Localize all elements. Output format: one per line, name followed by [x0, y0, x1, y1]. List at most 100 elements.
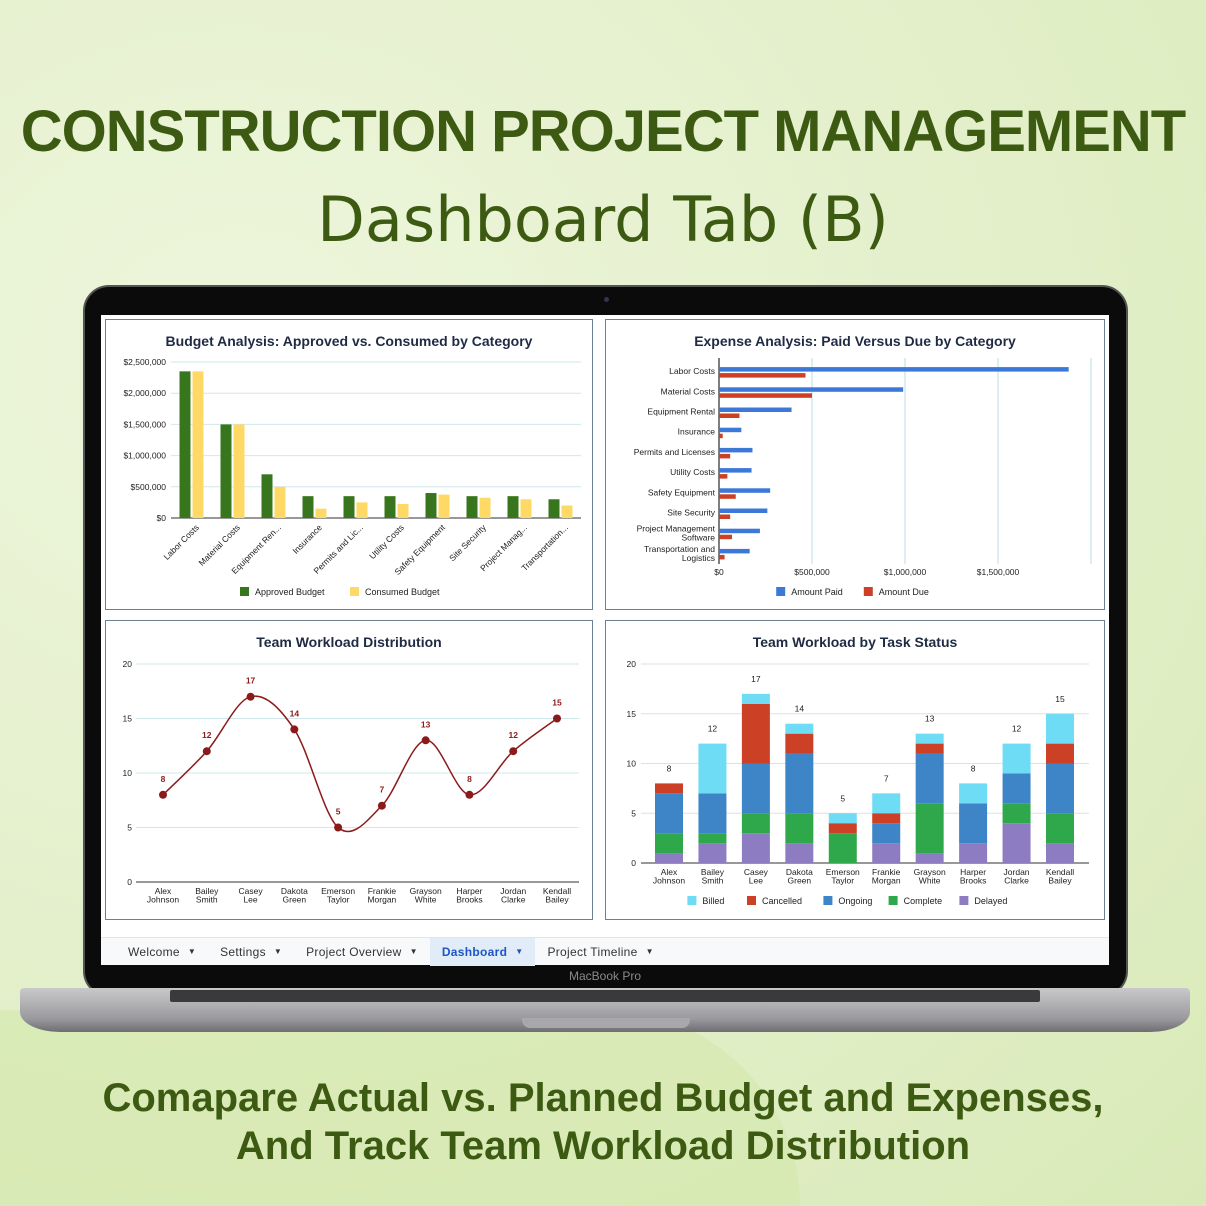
y-tick-label: Material Costs	[661, 386, 715, 396]
x-tick-label: Alex Johnson	[147, 886, 179, 905]
bar-segment-delayed	[698, 843, 727, 863]
x-tick-label: Harper Brooks	[960, 867, 986, 886]
bar-segment-delayed	[655, 853, 683, 863]
tab-dashboard[interactable]: Dashboard ▼	[429, 937, 536, 966]
page-subtitle: Dashboard Tab (B)	[317, 183, 889, 256]
legend-swatch	[747, 896, 756, 905]
y-tick-label: 20	[123, 659, 133, 669]
legend-label: Ongoing	[838, 896, 872, 906]
y-tick-label: 5	[631, 808, 636, 818]
y-tick-label: 0	[631, 858, 636, 868]
bar-segment-cancelled	[741, 703, 770, 764]
chart-title: Team Workload Distribution	[256, 634, 442, 650]
background-wave	[0, 1010, 800, 1206]
tab-project-timeline[interactable]: Project Timeline ▼	[535, 938, 665, 966]
legend-label: Complete	[904, 896, 943, 906]
legend-swatch	[240, 587, 249, 596]
legend-label: Cancelled	[762, 896, 802, 906]
bar-paid	[719, 548, 750, 554]
camera-icon	[604, 297, 609, 302]
tab-label: Welcome	[128, 944, 180, 959]
bar-consumed	[274, 486, 286, 518]
bar-consumed	[520, 499, 532, 518]
bar-segment-billed	[741, 693, 770, 704]
bar-segment-ongoing	[785, 753, 814, 814]
bar-segment-billed	[828, 813, 857, 824]
total-label: 13	[925, 714, 935, 724]
x-tick-label: Frankie Morgan	[872, 867, 901, 886]
bar-segment-ongoing	[915, 753, 944, 804]
bar-segment-delayed	[959, 843, 988, 863]
caret-down-icon[interactable]: ▼	[187, 947, 197, 956]
bar-segment-complete	[741, 813, 770, 834]
bar-paid	[719, 387, 904, 392]
data-point	[246, 692, 255, 701]
bar-approved	[425, 493, 437, 518]
x-tick-label: Casey Lee	[744, 867, 769, 886]
bar-segment-ongoing	[698, 793, 727, 834]
sheet-tab-bar: Welcome ▼ Settings ▼ Project Overview ▼ Das…	[101, 937, 1109, 966]
data-label: 8	[467, 774, 472, 784]
y-tick-label: $0	[157, 513, 167, 523]
y-tick-label: Permits and Licenses	[634, 447, 715, 457]
x-tick-label: Dakota Green	[786, 867, 813, 886]
x-tick-label: Alex Johnson	[653, 867, 685, 886]
workload-line-chart-panel: Team Workload Distribution 0 5 10 15 20 8 Alex J…	[105, 620, 593, 920]
data-point	[421, 736, 430, 745]
bar-approved	[261, 474, 273, 518]
total-label: 8	[667, 763, 672, 773]
chart-title: Budget Analysis: Approved vs. Consumed b…	[165, 333, 533, 349]
data-point	[377, 801, 386, 810]
x-tick-label: Dakota Green	[281, 886, 308, 905]
caret-down-icon[interactable]: ▼	[273, 947, 283, 956]
bar-segment-complete	[1002, 803, 1031, 824]
bar-segment-delayed	[785, 843, 814, 863]
caret-down-icon[interactable]: ▼	[645, 947, 654, 956]
x-tick-label: Site Security	[447, 522, 488, 563]
y-tick-label: $1,000,000	[123, 451, 166, 461]
footer: Comapare Actual vs. Planned Budget and E…	[0, 1074, 1206, 1170]
laptop-notch	[522, 1018, 690, 1028]
bar-segment-complete	[1046, 813, 1074, 844]
expense-chart-panel: Expense Analysis: Paid Versus Due by Cat…	[605, 319, 1105, 610]
x-tick-label: Jordan Clarke	[500, 886, 526, 905]
footer-line-2: And Track Team Workload Distribution	[235, 1124, 971, 1168]
tab-label: Dashboard	[441, 944, 508, 959]
x-tick-label: Insurance	[290, 522, 324, 556]
footer-line-1: Comapare Actual vs. Planned Budget and E…	[102, 1076, 1104, 1120]
y-tick-label: Safety Equipment	[648, 487, 716, 497]
bar-due	[719, 373, 806, 378]
bar-paid	[719, 508, 768, 513]
bar-segment-cancelled	[828, 823, 857, 834]
y-tick-label: Equipment Rental	[647, 407, 715, 417]
x-tick-label: Kendall Bailey	[543, 886, 571, 905]
bar-segment-delayed	[1046, 843, 1074, 863]
total-label: 17	[751, 674, 761, 684]
x-tick-label: Material Costs	[196, 522, 241, 567]
bar-due	[719, 494, 736, 499]
caret-down-icon[interactable]: ▼	[515, 947, 524, 956]
data-point	[334, 823, 343, 832]
y-tick-label: Labor Costs	[669, 366, 715, 376]
caret-down-icon[interactable]: ▼	[409, 947, 418, 956]
tab-project-overview[interactable]: Project Overview ▼	[294, 938, 430, 966]
tab-label: Project Timeline	[547, 944, 638, 959]
tab-settings[interactable]: Settings ▼	[208, 938, 294, 966]
x-tick-label: Grayson White	[914, 867, 946, 886]
total-label: 12	[708, 724, 718, 734]
bar-segment-cancelled	[872, 813, 901, 824]
laptop-keyboard-edge	[170, 990, 1040, 1002]
bar-consumed	[233, 424, 245, 518]
y-tick-label: 10	[123, 768, 133, 778]
y-tick-label: $2,500,000	[123, 357, 166, 367]
y-tick-label: Transportation and Logistics	[644, 544, 715, 563]
bar-segment-delayed	[872, 843, 901, 863]
bar-segment-delayed	[915, 853, 944, 863]
bar-approved	[507, 496, 519, 518]
y-tick-label: Project Management Software	[637, 524, 716, 543]
tab-welcome[interactable]: Welcome ▼	[116, 938, 208, 966]
data-label: 12	[508, 730, 518, 740]
y-tick-label: $1,500,000	[123, 419, 166, 429]
bar-approved	[220, 424, 232, 518]
legend-label: Amount Due	[879, 587, 929, 597]
